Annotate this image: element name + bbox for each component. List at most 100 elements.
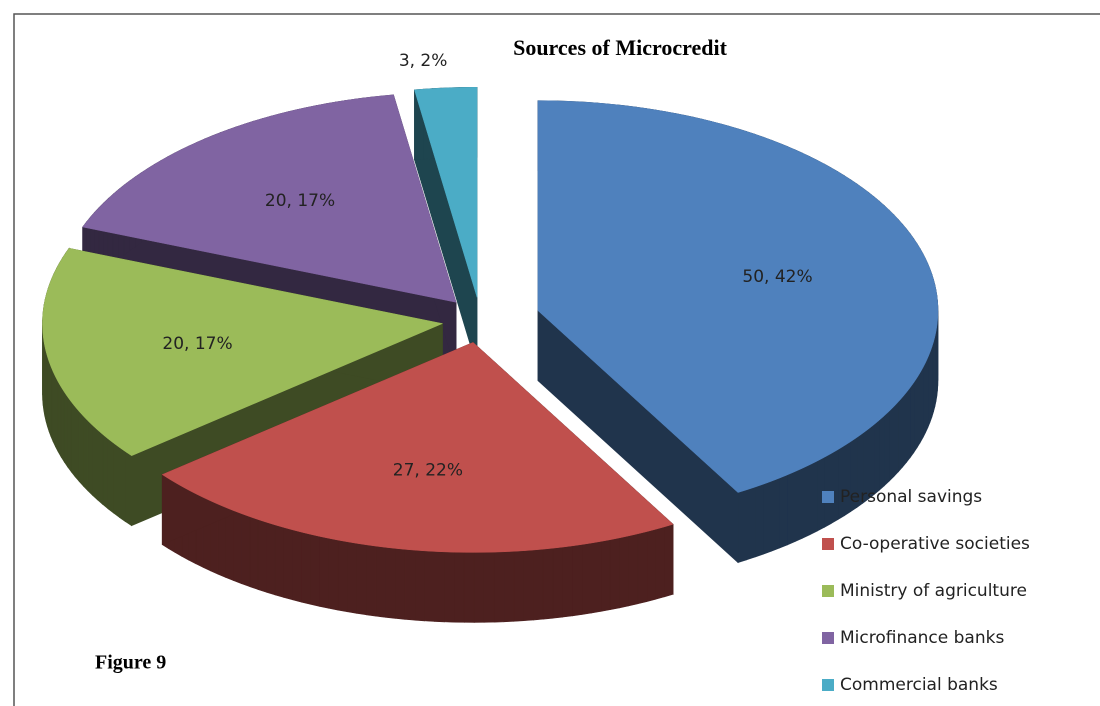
data-label: 20, 17% [265,191,335,211]
slice-side [830,449,839,525]
slice-side [414,549,425,622]
slice-side [754,483,764,558]
slice-side [628,533,639,607]
slice-side [809,460,818,536]
slice-side [319,535,329,609]
slice-side [572,544,583,617]
slice-side [837,445,845,521]
slice-top [537,100,939,493]
legend-swatch [822,679,834,691]
slice-side [609,537,620,611]
slice-side [762,480,772,555]
slice-side [794,467,803,543]
slice-side [83,415,89,492]
data-label: 27, 22% [393,460,463,480]
slice-side [902,391,907,468]
slice-side [60,385,65,463]
legend-swatch [822,491,834,503]
legend-label: Microfinance banks [840,628,1004,648]
slice-side [274,524,284,598]
slice-side [523,549,534,622]
slice-side [927,352,931,428]
data-label: 20, 17% [162,334,232,354]
slice-side [562,545,573,618]
figure-label: Figure 9 [95,652,166,674]
slice-side [533,548,544,621]
slice-side [878,415,885,491]
slice-side [737,489,747,563]
slice-side [78,410,84,487]
slice-side [119,446,126,523]
slice-side [824,453,832,528]
slice-side [424,550,435,622]
chart-title: Sources of Microcredit [513,35,728,60]
legend-swatch [822,538,834,550]
slice-side [233,510,242,585]
slice-side [463,552,475,623]
slice-top [161,342,674,553]
slice-side [63,390,68,468]
slice-side [347,541,358,614]
slice-side [375,545,386,618]
slice-side [873,419,880,496]
slice-side [771,477,780,552]
slice-side [328,537,339,611]
slice [537,100,939,564]
slice-side [655,526,665,600]
slice-side [664,523,674,598]
slice-side [97,429,104,506]
slice-side [337,539,348,613]
slice-side [92,424,98,501]
slice-side [916,371,921,449]
slice-side [503,551,515,623]
slice-top [414,87,478,298]
data-label: 50, 42% [742,267,812,287]
slice [414,86,478,368]
slice-side [113,442,120,519]
slice-side [637,531,648,605]
slice-side [52,371,56,448]
slice-side [70,400,76,478]
legend-label: Personal savings [840,487,982,507]
slice-side [301,531,311,605]
slice-side [454,551,465,623]
legend-label: Co-operative societies [840,534,1030,554]
slice-side [483,551,495,623]
data-label: 3, 2% [399,51,448,71]
legend-swatch [822,585,834,597]
slice-side [893,401,899,478]
slice-side [74,405,80,483]
slice-side [125,451,132,527]
slice-side [444,551,455,623]
slice-side [434,551,445,623]
slice-side [591,541,602,614]
slice-top [82,94,457,303]
slice-side [366,544,377,617]
slice-side [404,549,416,621]
slice-side [581,542,592,615]
slice-side [87,420,93,497]
slice-side [513,550,524,622]
slice-side [542,547,554,620]
slice-side [619,535,629,609]
slice-side [107,438,114,514]
slice-side [922,362,926,438]
slice-side [888,405,895,482]
slice-side [385,547,396,619]
slice-side [884,410,890,487]
slice-side [395,548,406,620]
legend-label: Commercial banks [840,675,998,695]
slice-side [249,516,259,590]
slice-side [646,528,656,602]
slice-side [102,433,109,510]
slice-side [356,543,367,616]
slice-side [310,533,320,607]
slice-side [552,546,563,619]
slice [161,341,674,623]
slice-side [67,395,72,473]
slice-side [913,376,918,454]
slice-side [787,471,796,546]
slice-top [42,248,444,457]
